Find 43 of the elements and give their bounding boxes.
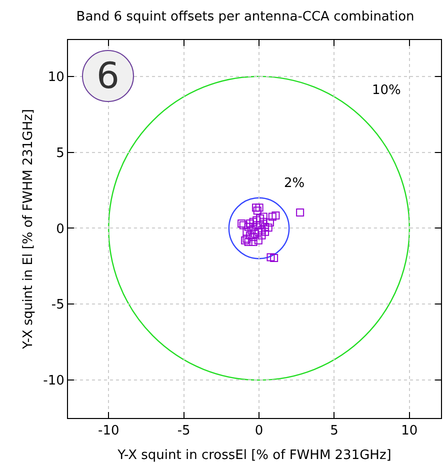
point (268, 212, 276, 221)
point (266, 253, 275, 262)
y-tick-label: -10 (43, 374, 64, 389)
point (296, 208, 304, 216)
point (249, 238, 258, 246)
point (249, 222, 258, 231)
x-tick-label: 5 (330, 424, 338, 439)
y-tick-label: 5 (56, 146, 64, 161)
point (250, 230, 259, 238)
point (261, 222, 270, 231)
point (254, 228, 262, 236)
point (259, 212, 268, 221)
y-tick-label: 0 (56, 222, 64, 237)
point (249, 218, 258, 226)
point (258, 231, 266, 240)
chart-title: Band 6 squint offsets per antenna-CCA combination (76, 10, 414, 25)
point (272, 211, 280, 220)
x-tick-label: -10 (98, 424, 120, 439)
point (255, 204, 264, 212)
y-tick-label: -5 (51, 298, 64, 313)
point (246, 231, 254, 240)
annotation: 10% (372, 83, 401, 98)
point (244, 222, 252, 231)
point (264, 224, 272, 232)
y-axis-title: Y-X squint in El [% of FWHM 231GHz] (21, 109, 36, 350)
x-axis-title: Y-X squint in crossEl [% of FWHM 231GHz] (116, 448, 392, 463)
point (259, 218, 268, 226)
point (252, 216, 261, 224)
y-tick-label: 10 (48, 70, 64, 85)
x-tick-label: 10 (401, 424, 418, 439)
annotation: 2% (284, 176, 305, 191)
point (270, 254, 278, 262)
point (242, 228, 251, 236)
point (261, 228, 270, 236)
point (254, 236, 262, 244)
x-tick-label: 0 (254, 424, 264, 439)
point (244, 238, 252, 246)
point (258, 226, 266, 234)
point (256, 214, 264, 223)
point (252, 204, 260, 212)
point (266, 218, 274, 226)
point (253, 206, 262, 215)
x-tick-label: -5 (177, 424, 190, 439)
